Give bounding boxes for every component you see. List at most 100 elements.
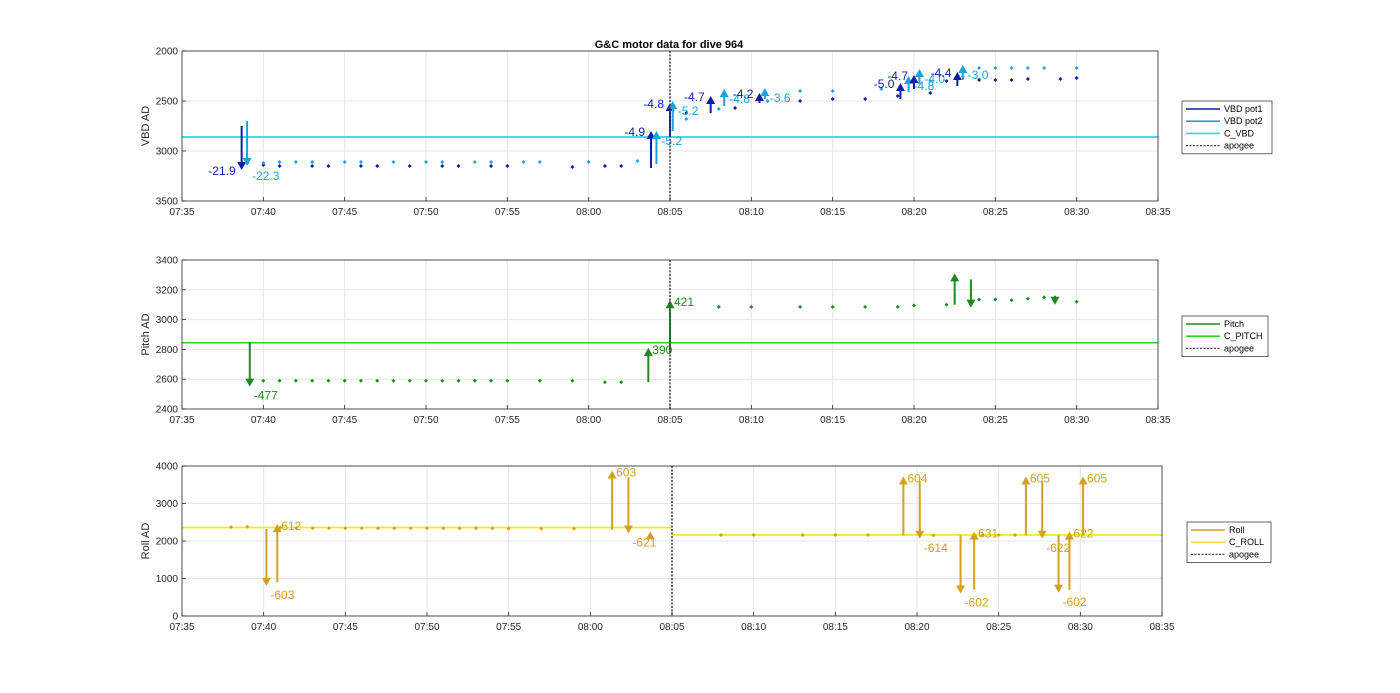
move-arrow-head bbox=[754, 93, 764, 101]
move-label: 631 bbox=[978, 527, 998, 541]
move-arrow-head bbox=[1021, 476, 1031, 485]
move-label: -602 bbox=[1063, 595, 1087, 609]
data-point bbox=[572, 526, 576, 531]
move-label: 421 bbox=[674, 295, 694, 309]
legend-entry: C_VBD bbox=[1224, 128, 1255, 138]
data-point bbox=[391, 378, 396, 383]
x-tick-label: 07:35 bbox=[169, 207, 194, 218]
y-tick-label: 2400 bbox=[156, 405, 179, 416]
data-point bbox=[866, 533, 870, 537]
y-tick-label: 2500 bbox=[156, 97, 179, 108]
data-point bbox=[277, 160, 282, 164]
y-tick-label: 2600 bbox=[156, 375, 179, 386]
data-point bbox=[895, 304, 900, 309]
data-point bbox=[928, 79, 933, 83]
move-label: -5.2 bbox=[661, 134, 682, 148]
data-point bbox=[863, 97, 868, 101]
data-point bbox=[310, 160, 315, 164]
y-tick-label: 3000 bbox=[156, 499, 179, 510]
data-point bbox=[489, 378, 494, 383]
x-tick-label: 08:00 bbox=[576, 207, 601, 218]
move-arrow-head bbox=[952, 72, 962, 80]
legend-entry: Roll bbox=[1229, 525, 1245, 535]
data-point bbox=[407, 164, 412, 168]
data-point bbox=[1025, 296, 1030, 301]
x-tick-label: 07:45 bbox=[333, 622, 358, 633]
move-arrow-head bbox=[969, 531, 979, 540]
move-arrow-head bbox=[665, 300, 675, 309]
y-axis-label: Pitch AD bbox=[140, 313, 152, 355]
move-arrow-head bbox=[1054, 584, 1064, 593]
move-label: 603 bbox=[616, 466, 636, 480]
move-arrow-head bbox=[909, 75, 919, 83]
move-label: -4.2 bbox=[733, 87, 754, 101]
data-point bbox=[1058, 77, 1063, 81]
data-point bbox=[1009, 66, 1014, 70]
data-point bbox=[830, 304, 835, 309]
x-tick-label: 07:45 bbox=[332, 207, 357, 218]
data-point bbox=[879, 87, 884, 91]
data-point bbox=[1013, 533, 1017, 537]
data-point bbox=[863, 304, 868, 309]
y-tick-label: 0 bbox=[172, 612, 178, 623]
y-tick-label: 3500 bbox=[156, 197, 179, 208]
data-point bbox=[931, 533, 936, 538]
data-point bbox=[833, 533, 838, 537]
legend-entry: Pitch bbox=[1224, 319, 1244, 329]
x-tick-label: 07:55 bbox=[495, 415, 520, 426]
data-point bbox=[489, 164, 494, 168]
x-tick-label: 07:50 bbox=[413, 207, 438, 218]
x-tick-label: 08:25 bbox=[983, 207, 1008, 218]
data-point bbox=[342, 378, 347, 383]
data-point bbox=[619, 164, 624, 168]
move-arrow-head bbox=[915, 530, 925, 539]
move-label: -3.0 bbox=[968, 68, 989, 82]
data-point bbox=[408, 526, 413, 531]
move-label: -4.9 bbox=[624, 125, 645, 139]
data-point bbox=[993, 66, 998, 70]
data-point bbox=[277, 378, 282, 383]
legend-entry: VBD pot1 bbox=[1224, 104, 1263, 114]
move-arrow-head bbox=[1050, 296, 1060, 305]
data-point bbox=[375, 378, 380, 383]
move-arrow-head bbox=[237, 162, 247, 170]
data-point bbox=[293, 160, 298, 164]
legend-entry: apogee bbox=[1229, 549, 1259, 559]
move-arrow-head bbox=[651, 131, 661, 139]
data-point bbox=[391, 160, 396, 164]
x-tick-label: 07:45 bbox=[332, 415, 357, 426]
move-arrow-head bbox=[958, 65, 968, 73]
x-tick-label: 07:50 bbox=[413, 415, 438, 426]
y-tick-label: 4000 bbox=[156, 462, 179, 473]
data-point bbox=[343, 526, 348, 531]
axes-frame bbox=[181, 465, 1163, 617]
x-tick-label: 07:35 bbox=[169, 622, 194, 633]
y-tick-label: 2000 bbox=[156, 537, 179, 548]
x-tick-label: 08:00 bbox=[578, 622, 603, 633]
move-label: 612 bbox=[281, 519, 301, 533]
data-point bbox=[424, 378, 428, 383]
data-point bbox=[830, 97, 835, 101]
legend-entry: VBD pot2 bbox=[1224, 116, 1263, 126]
x-tick-label: 08:05 bbox=[659, 622, 684, 633]
data-point bbox=[440, 378, 445, 383]
data-point bbox=[229, 525, 233, 530]
data-point bbox=[830, 89, 835, 93]
data-point bbox=[472, 160, 477, 164]
move-arrow-head bbox=[245, 378, 255, 387]
x-tick-label: 07:55 bbox=[495, 207, 520, 218]
data-point bbox=[602, 164, 607, 168]
data-point bbox=[425, 526, 429, 531]
x-tick-label: 08:00 bbox=[576, 415, 601, 426]
pitch-panel: 07:35 07:40 07:45 07:50 07:55 08:00 08:05 08:10… bbox=[140, 256, 1269, 426]
data-point bbox=[1042, 66, 1047, 70]
data-point bbox=[424, 160, 428, 164]
axes-frame bbox=[181, 50, 1159, 202]
move-label: -22.3 bbox=[252, 169, 280, 183]
x-tick-label: 08:20 bbox=[904, 622, 929, 633]
x-tick-label: 08:30 bbox=[1064, 415, 1089, 426]
legend-entry: apogee bbox=[1224, 343, 1254, 353]
data-point bbox=[537, 378, 542, 383]
